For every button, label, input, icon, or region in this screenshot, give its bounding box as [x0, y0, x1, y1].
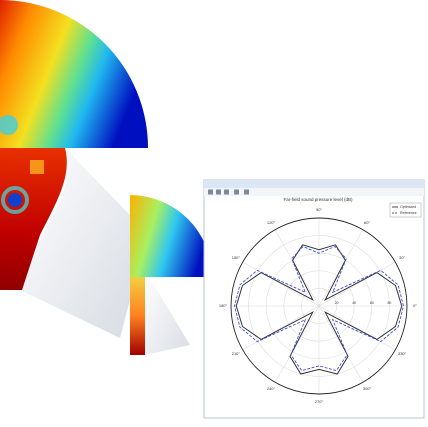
- legend-label: Optimized: [400, 205, 416, 209]
- angle-label: 150°: [232, 255, 241, 260]
- grid-spoke: [318, 305, 396, 351]
- title-bar: [204, 180, 424, 188]
- spot: [30, 160, 44, 174]
- angle-label: 240°: [267, 386, 276, 391]
- tool-button[interactable]: [224, 189, 229, 195]
- angle-label: 0°: [413, 303, 417, 308]
- outer-circle: [230, 217, 408, 395]
- r-tick-label: 20: [335, 301, 339, 305]
- angle-label: 330°: [398, 351, 407, 356]
- legend-box: [389, 202, 422, 218]
- angle-label: 210°: [232, 351, 241, 356]
- grid-spoke: [274, 305, 320, 383]
- r-tick-label: 80: [387, 301, 391, 305]
- toolbar: [204, 188, 424, 196]
- spot: [8, 193, 22, 207]
- series-line: [234, 245, 404, 372]
- simulation-fields: [0, 0, 212, 355]
- angle-label: 300°: [363, 386, 372, 391]
- field-lower: [130, 277, 145, 355]
- grid-spoke: [318, 305, 364, 383]
- angle-label: 60°: [364, 220, 370, 225]
- r-tick-label: 40: [352, 301, 356, 305]
- r-tick-label: 60: [370, 301, 374, 305]
- tool-button[interactable]: [234, 189, 239, 195]
- grid-spoke: [242, 261, 320, 307]
- spot: [0, 115, 18, 135]
- angle-label: 30°: [399, 255, 405, 260]
- tool-button[interactable]: [208, 189, 213, 195]
- angle-label: 120°: [267, 220, 276, 225]
- window-frame: [203, 179, 425, 419]
- wedge: [145, 270, 190, 355]
- wedge: [20, 148, 130, 338]
- angle-label: 180°: [219, 303, 228, 308]
- legend-label: Reference: [400, 211, 417, 215]
- angle-label: 270°: [315, 399, 324, 404]
- field-sector: [0, 0, 148, 148]
- field-sector: [130, 195, 212, 277]
- grid-spoke: [318, 261, 396, 307]
- tool-button[interactable]: [244, 189, 249, 195]
- field-lower: [0, 148, 67, 290]
- spot: [1, 186, 29, 214]
- polar-plot: 20 40 60 80 0° 30° 60° 90° 120° 150° 180° 210° 240° 2…: [219, 202, 422, 404]
- plot-window: Far-field sound pressure level (dB): [203, 179, 425, 419]
- grid-spoke: [242, 305, 320, 351]
- angle-label: 90°: [316, 207, 322, 212]
- tool-button[interactable]: [216, 189, 221, 195]
- chart-title: Far-field sound pressure level (dB): [283, 197, 353, 202]
